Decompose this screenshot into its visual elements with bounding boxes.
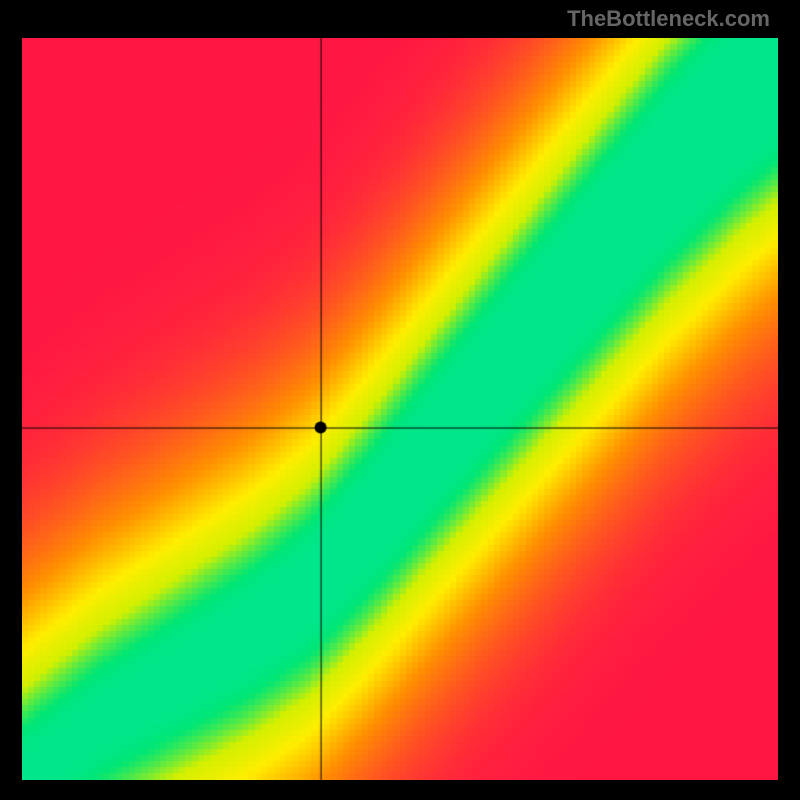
source-label: TheBottleneck.com <box>567 6 770 32</box>
bottleneck-heatmap <box>22 38 778 780</box>
chart-frame: TheBottleneck.com <box>0 0 800 800</box>
